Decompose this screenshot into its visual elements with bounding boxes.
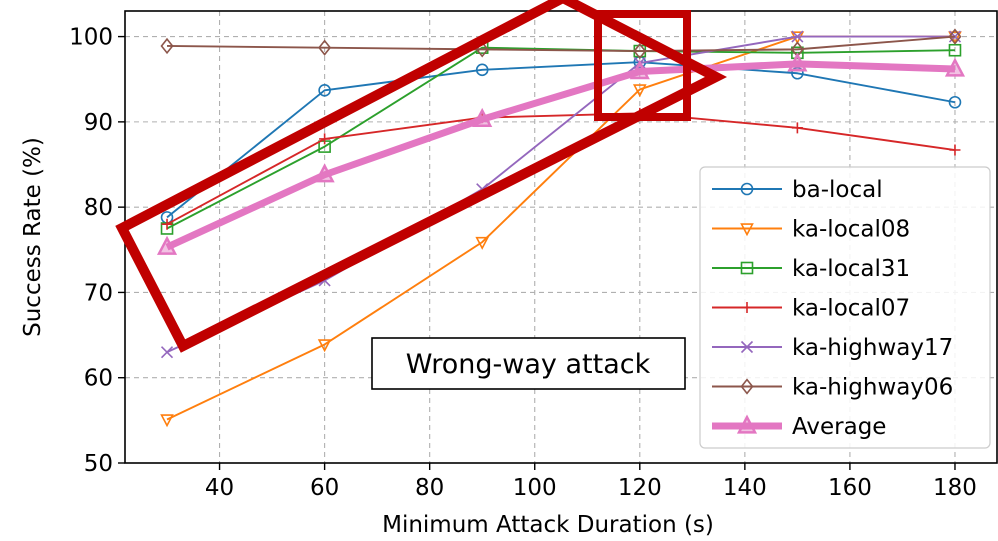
legend-marker (740, 182, 754, 196)
x-tick-label: 60 (310, 475, 339, 501)
data-point (161, 218, 173, 230)
data-point (317, 339, 332, 353)
legend-marker (741, 302, 753, 313)
data-point (475, 236, 490, 250)
data-point (629, 60, 650, 80)
annotation-box: Wrong-way attack (371, 337, 686, 390)
y-tick-label: 90 (84, 110, 113, 136)
series-line (166, 112, 956, 226)
y-axis-label: Success Rate (%) (20, 137, 46, 337)
data-point (944, 57, 966, 77)
data-point (318, 39, 332, 56)
legend-item: Average (712, 414, 886, 440)
y-tick-label: 50 (84, 451, 113, 477)
highlights (115, 0, 727, 353)
data-point (948, 28, 962, 45)
series-line (167, 35, 956, 53)
data-point (160, 37, 174, 55)
legend-marker (740, 340, 754, 354)
x-tick-label: 40 (205, 475, 234, 501)
x-tick-label: 100 (513, 475, 557, 501)
y-tick-label: 60 (84, 366, 113, 392)
data-point (475, 63, 489, 77)
data-point (156, 235, 178, 255)
x-tick-label: 80 (415, 475, 444, 501)
y-tick-label: 70 (84, 280, 113, 306)
data-point (160, 414, 174, 428)
legend-item: ka-local31 (712, 256, 910, 282)
data-point (948, 95, 962, 109)
legend-item: ba-local (712, 177, 883, 203)
data-point (314, 163, 335, 183)
data-point (948, 30, 962, 43)
legend-label: ka-highway17 (792, 335, 953, 361)
legend-label: ka-local08 (792, 217, 910, 243)
x-tick-label: 160 (828, 475, 872, 501)
data-point (318, 84, 331, 97)
data-point (319, 133, 331, 145)
x-tick-label: 120 (618, 475, 662, 501)
legend-label: Average (792, 414, 886, 440)
series-line (165, 60, 956, 251)
y-tick-label: 80 (84, 195, 113, 221)
legend-marker (740, 223, 754, 237)
data-point (791, 46, 804, 60)
ticks: 40 60 80 100 120 140 160 180 50 60 70 80 90 100 (69, 25, 977, 501)
data-point (791, 30, 804, 43)
data-point (791, 66, 804, 80)
legend-item: ka-highway06 (712, 375, 953, 401)
data-point (160, 346, 174, 359)
legend-label: ka-local07 (792, 296, 910, 322)
legend-marker (740, 378, 754, 395)
y-tick-label: 100 (69, 25, 113, 51)
x-axis-label: Minimum Attack Duration (s) (382, 512, 714, 537)
data-point (949, 144, 961, 156)
legend-marker (736, 414, 758, 434)
data-point (472, 107, 493, 127)
data-point (787, 52, 808, 72)
x-tick-label: 180 (933, 475, 977, 501)
legend-item: ka-local07 (712, 296, 910, 322)
legend-item: ka-highway17 (712, 335, 953, 361)
annotation-text: Wrong-way attack (406, 349, 651, 380)
legend-marker (740, 261, 754, 275)
legend-label: ka-highway06 (792, 375, 953, 401)
legend-item: ka-local08 (712, 217, 910, 243)
data-point (791, 122, 803, 134)
series-Average (156, 52, 966, 255)
legend-frame (699, 166, 991, 449)
series-line (166, 61, 956, 219)
data-point (633, 42, 647, 60)
legend: ba-local ka-local08 ka-local31 ka-local07 ka… (699, 166, 991, 449)
highlight-diagonal-box (115, 0, 727, 353)
x-tick-label: 140 (723, 475, 767, 501)
legend-label: ka-local31 (792, 256, 910, 282)
legend-label: ba-local (792, 177, 883, 203)
highlight-x120-box (594, 10, 691, 121)
data-point (632, 84, 647, 98)
annotation-frame (371, 337, 686, 390)
